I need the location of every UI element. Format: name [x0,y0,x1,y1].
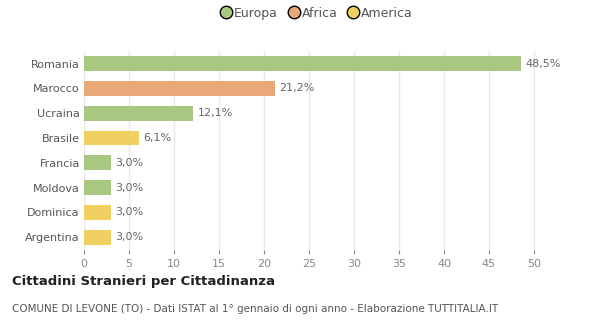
Text: Cittadini Stranieri per Cittadinanza: Cittadini Stranieri per Cittadinanza [12,275,275,288]
Text: 21,2%: 21,2% [280,84,314,93]
Legend: Europa, Africa, America: Europa, Africa, America [218,2,418,25]
Bar [84,56,521,71]
Text: 12,1%: 12,1% [197,108,233,118]
Text: 3,0%: 3,0% [116,207,143,217]
Bar [84,106,193,121]
Bar [84,81,275,96]
Bar [84,205,111,220]
Bar [84,155,111,170]
Text: COMUNE DI LEVONE (TO) - Dati ISTAT al 1° gennaio di ogni anno - Elaborazione TUT: COMUNE DI LEVONE (TO) - Dati ISTAT al 1°… [12,304,498,314]
Bar [84,180,111,195]
Text: 3,0%: 3,0% [116,158,143,168]
Text: 3,0%: 3,0% [116,183,143,193]
Bar [84,230,111,244]
Text: 6,1%: 6,1% [143,133,172,143]
Bar [84,131,139,145]
Text: 3,0%: 3,0% [116,232,143,242]
Text: 48,5%: 48,5% [525,59,560,68]
